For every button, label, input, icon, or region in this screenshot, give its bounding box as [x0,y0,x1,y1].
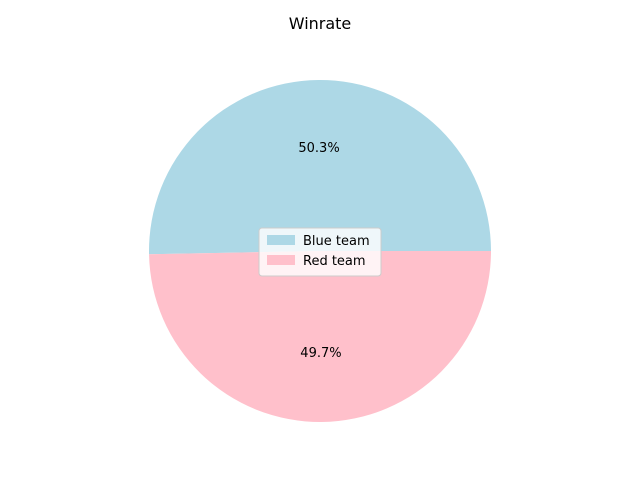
slice-percent-labels: 50.3% 49.7% [298,141,341,361]
legend-swatch [267,255,295,265]
slice-percent-label: 49.7% [300,346,341,361]
legend-label: Blue team [303,234,370,249]
pie-slices [149,80,491,423]
legend-swatch [267,235,295,245]
legend: Blue team Red team [258,227,382,277]
chart-title: Winrate [289,14,352,33]
slice-percent-label: 50.3% [298,141,339,156]
pie-slice-blue-team [149,80,491,255]
pie-slice-red-team [149,251,491,423]
legend-label: Red team [303,254,366,269]
